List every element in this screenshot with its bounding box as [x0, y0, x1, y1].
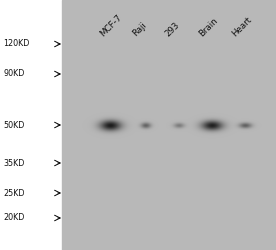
Text: 120KD: 120KD — [3, 40, 29, 48]
Text: Raji: Raji — [131, 20, 148, 38]
Text: 25KD: 25KD — [3, 188, 25, 198]
Text: 50KD: 50KD — [3, 120, 24, 130]
Text: Heart: Heart — [230, 15, 253, 38]
Text: 35KD: 35KD — [3, 158, 24, 168]
Text: 20KD: 20KD — [3, 214, 24, 222]
Text: Brain: Brain — [197, 16, 219, 38]
Bar — [62, 0, 276, 250]
Text: 90KD: 90KD — [3, 70, 24, 78]
Text: MCF-7: MCF-7 — [98, 12, 124, 38]
Text: 293: 293 — [163, 20, 181, 38]
